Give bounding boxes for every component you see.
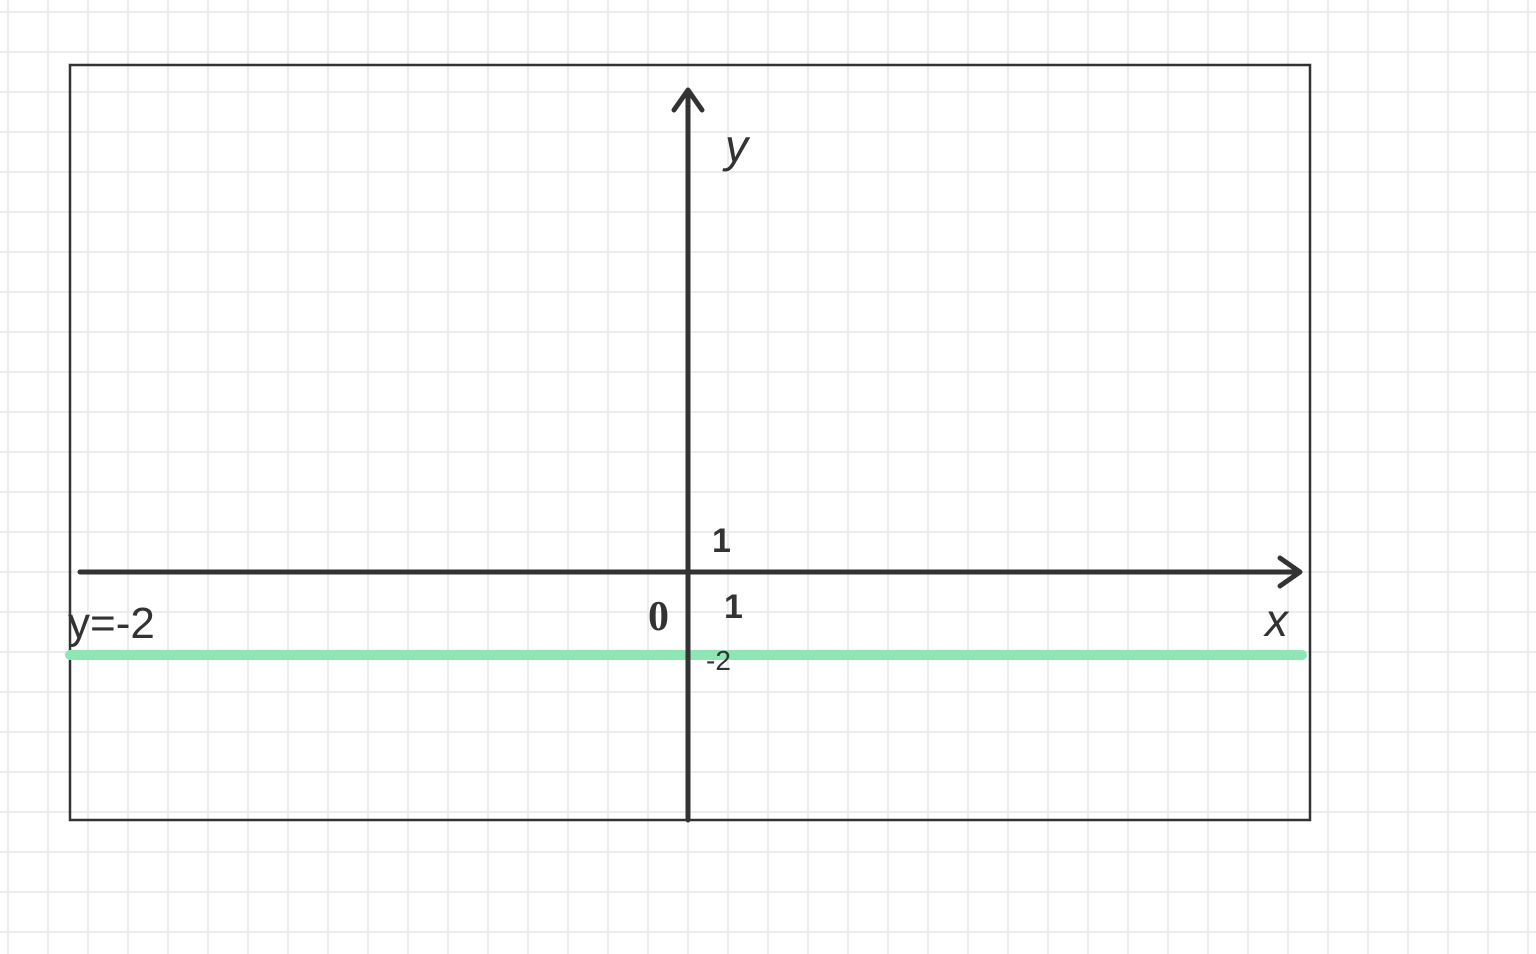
x-tick-1-label: 1	[724, 588, 743, 626]
x-axis-label: x	[1263, 594, 1290, 646]
y-tick-1-label: 1	[712, 522, 731, 560]
y-tick-neg2-label: -2	[706, 645, 731, 676]
origin-label: 0	[648, 594, 669, 640]
coordinate-plane-chart: y x 0 1 1 -2 y=-2	[0, 0, 1536, 954]
y-axis-label: y	[722, 120, 751, 172]
line-equation-label: y=-2	[68, 599, 155, 648]
